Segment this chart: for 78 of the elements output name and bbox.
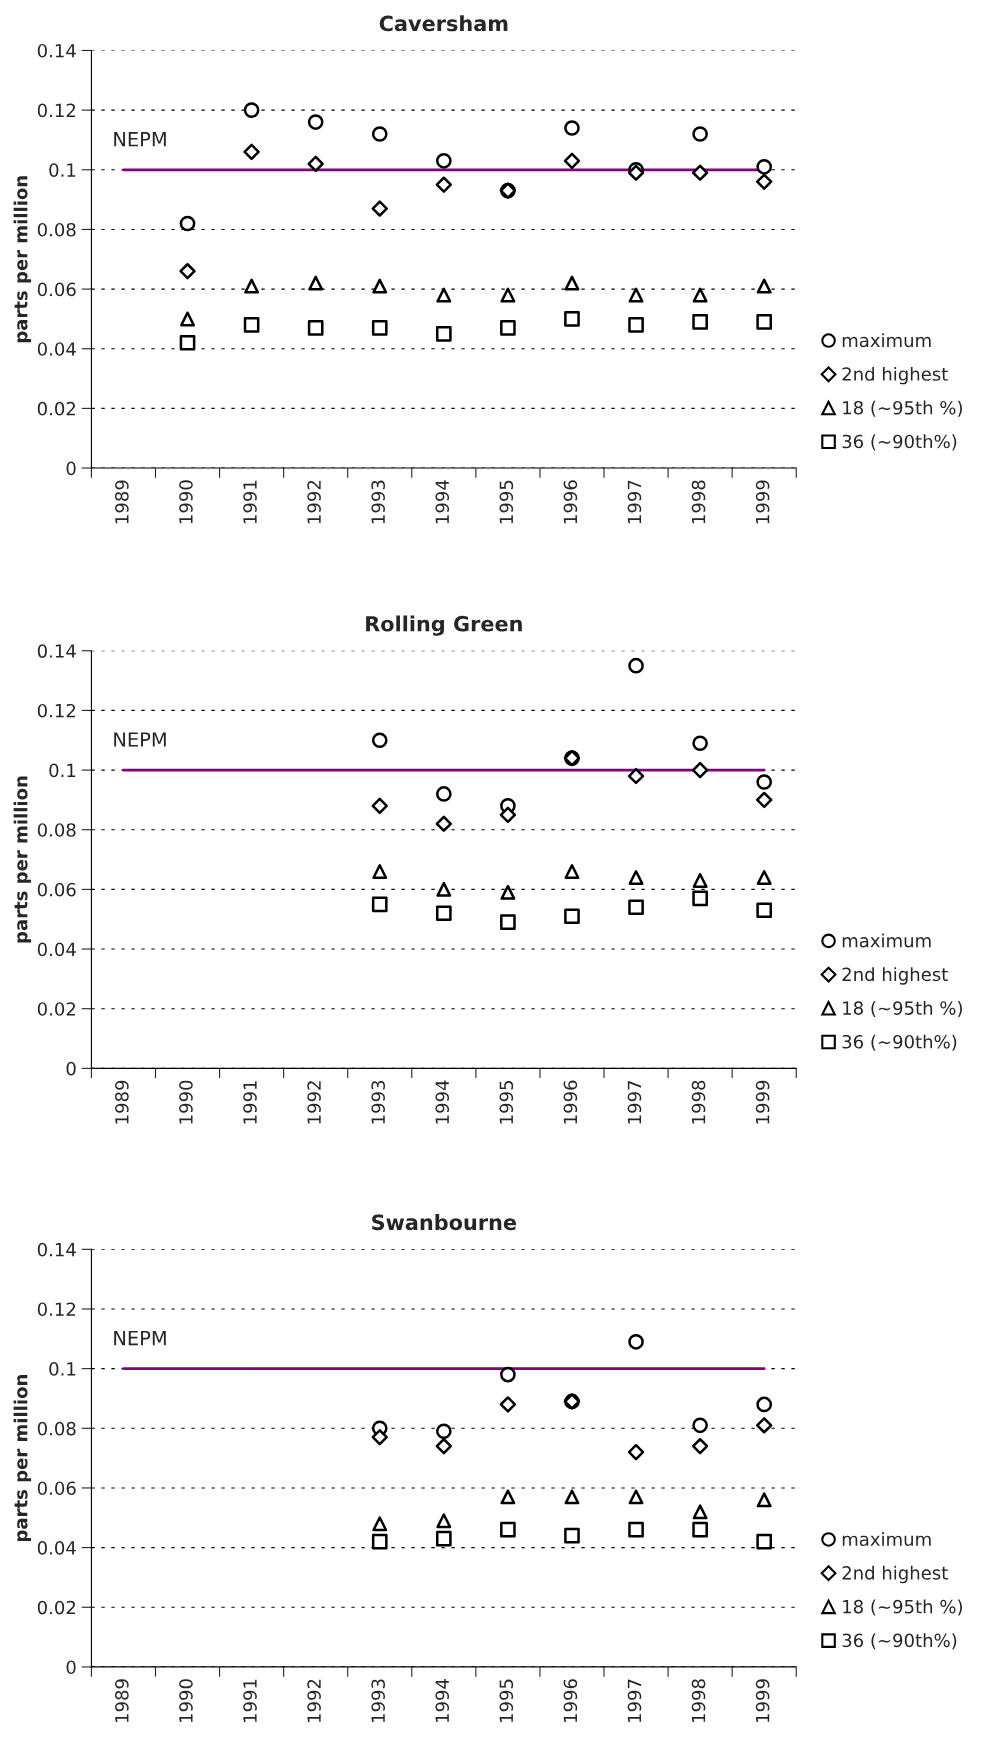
chart-title: Swanbourne [372, 1214, 517, 1231]
y-tick-label: 0.14 [37, 644, 76, 658]
x-tick-label: 1997 [627, 1081, 642, 1124]
y-axis-title: parts per million [13, 1375, 32, 1542]
y-tick-label: 0.02 [37, 401, 76, 416]
legend-label: 36 (~90th%) [842, 1633, 957, 1650]
x-tick-label: 1992 [307, 1679, 321, 1722]
x-tick-label: 1999 [755, 1679, 770, 1722]
y-tick-label: 0.08 [37, 823, 76, 837]
x-tick-label: 1996 [563, 1679, 578, 1722]
x-tick-label: 1992 [307, 1081, 321, 1124]
x-tick-label: 1998 [691, 1080, 706, 1124]
x-tick-label: 1994 [435, 480, 450, 524]
y-tick-label: 0.1 [49, 763, 76, 778]
legend-label: 18 (~95th %) [843, 1599, 962, 1616]
x-tick-label: 1999 [755, 1080, 770, 1124]
y-tick-label: 0 [66, 1660, 76, 1675]
x-tick-label: 1991 [243, 480, 257, 524]
chart-title: Rolling Green [366, 615, 522, 636]
x-tick-label: 1994 [435, 1679, 450, 1722]
y-tick-label: 0.06 [37, 1481, 76, 1496]
legend-label: maximum [842, 333, 931, 348]
x-tick-label: 1989 [115, 1679, 129, 1722]
y-tick-label: 0.02 [37, 1600, 76, 1615]
legend-label: maximum [842, 933, 931, 948]
x-tick-label: 1997 [627, 1679, 642, 1722]
x-tick-label: 1995 [499, 480, 514, 524]
x-tick-label: 1992 [307, 480, 321, 524]
x-tick-label: 1993 [371, 1679, 385, 1722]
x-tick-label: 1990 [179, 480, 193, 524]
legend-label: 36 (~90th%) [842, 1034, 957, 1051]
y-tick-label: 0.14 [37, 1242, 76, 1257]
y-tick-label: 0.1 [49, 163, 76, 177]
x-tick-label: 1996 [563, 480, 578, 524]
x-tick-label: 1998 [691, 480, 706, 524]
legend-label: 2nd highest [842, 967, 948, 985]
legend-label: 18 (~95th %) [843, 400, 962, 417]
x-tick-label: 1997 [627, 480, 642, 524]
x-tick-label: 1989 [115, 1080, 129, 1124]
y-tick-label: 0.04 [37, 342, 76, 356]
x-tick-label: 1998 [691, 1679, 706, 1722]
legend-label: 2nd highest [842, 1565, 948, 1584]
legend-label: 36 (~90th%) [842, 434, 957, 451]
x-tick-label: 1990 [179, 1080, 193, 1124]
y-tick-label: 0.02 [37, 1002, 76, 1016]
x-tick-label: 1999 [755, 480, 770, 524]
x-tick-label: 1993 [371, 1080, 385, 1124]
y-tick-label: 0.14 [37, 43, 76, 58]
x-tick-label: 1991 [243, 1081, 257, 1124]
legend-label: 2nd highest [842, 366, 948, 385]
x-tick-label: 1989 [115, 480, 129, 524]
series-label: NEPM [114, 1330, 166, 1346]
legend-label: maximum [842, 1532, 931, 1546]
y-tick-label: 0.12 [37, 1302, 76, 1317]
y-tick-label: 0.08 [37, 1421, 76, 1436]
x-tick-label: 1993 [371, 480, 385, 524]
y-tick-label: 0.12 [37, 103, 76, 118]
series-label: NEPM [114, 132, 166, 147]
series-label: NEPM [114, 732, 166, 747]
y-tick-label: 0.1 [49, 1362, 76, 1376]
x-tick-label: 1995 [499, 1679, 514, 1722]
y-tick-label: 0.08 [37, 222, 76, 237]
y-tick-label: 0.04 [37, 1541, 76, 1555]
y-axis-title: parts per million [13, 776, 32, 943]
y-tick-label: 0.12 [37, 703, 76, 718]
x-tick-label: 1991 [243, 1679, 257, 1722]
x-tick-label: 1994 [435, 1080, 450, 1124]
y-axis-title: parts per million [13, 176, 32, 343]
x-tick-label: 1995 [499, 1081, 514, 1124]
chart-title: Caversham [379, 15, 508, 32]
y-tick-label: 0 [66, 1061, 76, 1076]
y-tick-label: 0.04 [37, 942, 76, 957]
x-tick-label: 1996 [563, 1080, 578, 1124]
y-tick-label: 0.06 [37, 882, 76, 897]
x-tick-label: 1990 [179, 1679, 193, 1722]
y-tick-label: 0 [66, 461, 76, 476]
y-tick-label: 0.06 [37, 282, 76, 297]
legend-label: 18 (~95th %) [843, 1000, 962, 1018]
